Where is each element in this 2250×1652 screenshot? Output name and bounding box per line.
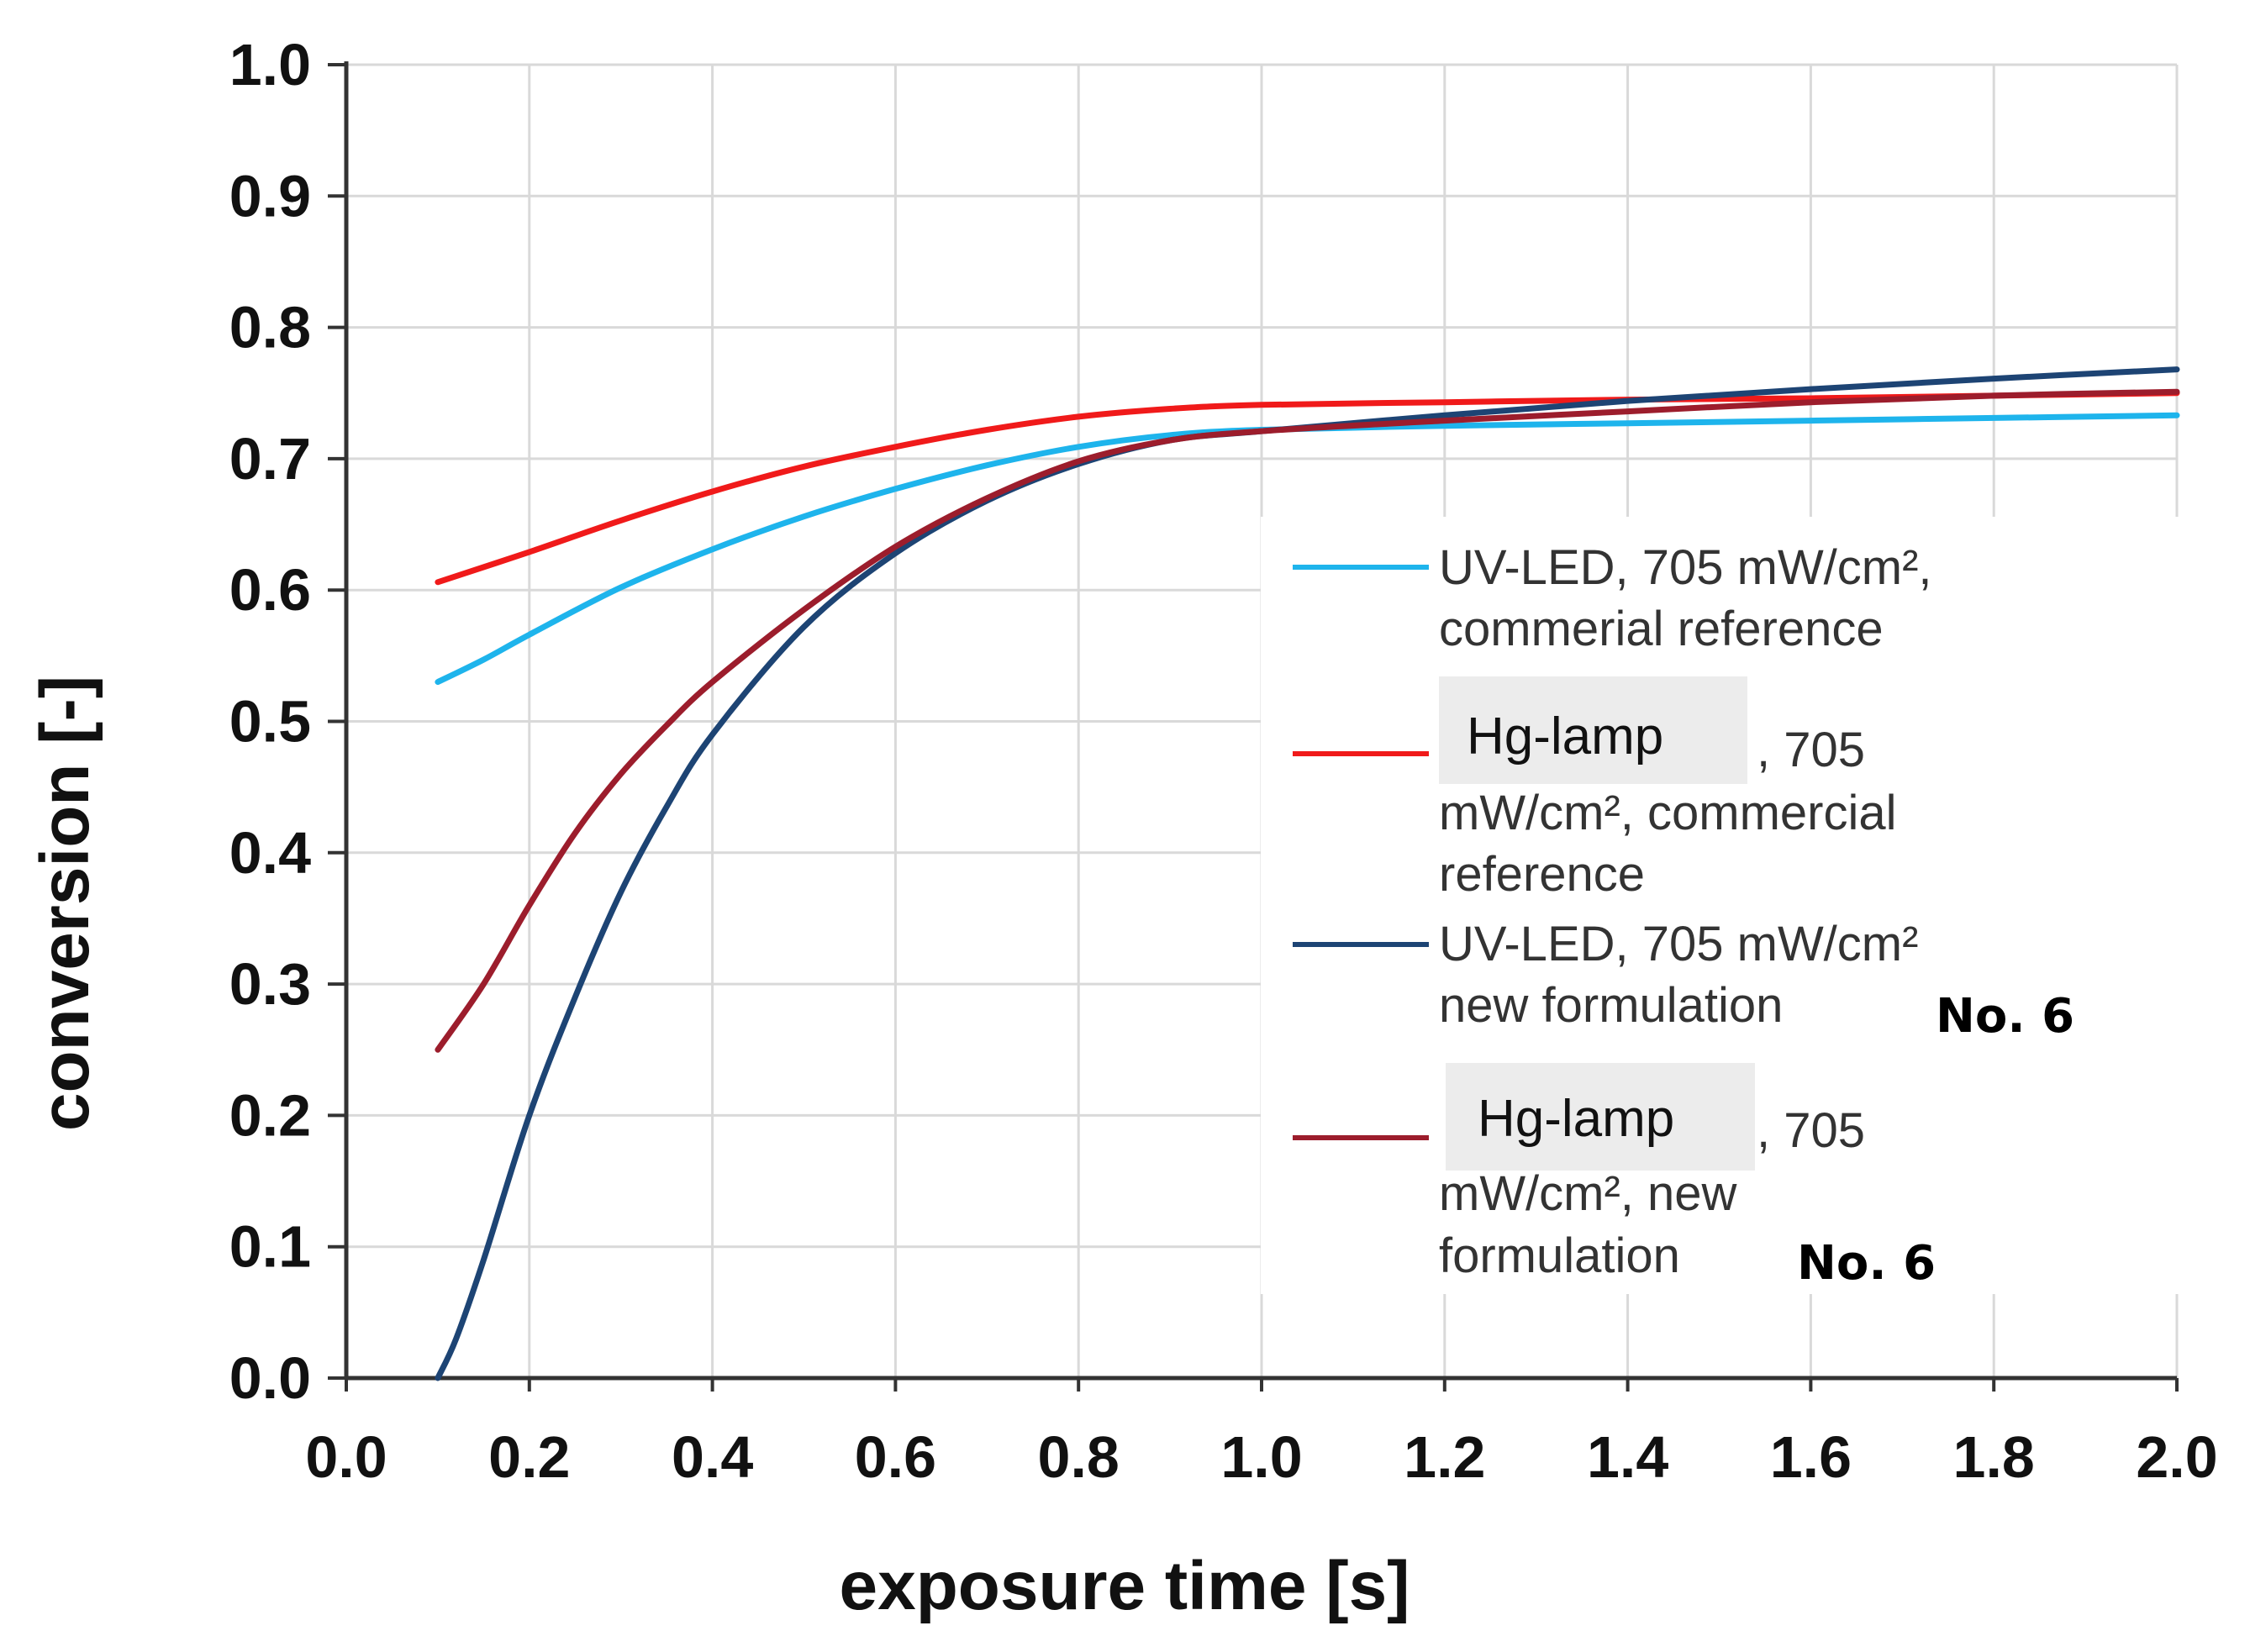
legend-label-uvled-commercial-line2: commerial reference — [1439, 602, 1884, 656]
x-tick-label: 0.4 — [672, 1424, 753, 1490]
series-hg-commercial — [435, 390, 2180, 586]
legend-label-hg-new-line2: mW/cm², new — [1439, 1166, 1738, 1221]
y-tick-label: 0.2 — [229, 1082, 311, 1148]
x-axis-title: exposure time [s] — [840, 1548, 1410, 1624]
legend-label-hg-commercial-line3: reference — [1439, 847, 1645, 902]
legend-label-hg-new-bold: No. 6 — [1797, 1236, 1936, 1291]
y-tick-label: 0.7 — [229, 426, 311, 492]
series-hg-new — [435, 388, 2180, 1053]
legend-label-uvled-new-bold: No. 6 — [1936, 989, 2074, 1044]
legend-label-hg-new-line1: , 705 — [1757, 1103, 1865, 1158]
legend-patch-hg-commercial — [1439, 676, 1747, 784]
series-lines — [435, 366, 2180, 1381]
y-tick-label: 0.6 — [229, 557, 311, 623]
y-tick-label: 0.3 — [229, 951, 311, 1017]
x-tick-label: 1.2 — [1404, 1424, 1485, 1490]
y-axis-title: conversion [-] — [27, 676, 103, 1131]
x-tick-label: 0.0 — [305, 1424, 387, 1490]
x-tick-label: 0.2 — [488, 1424, 570, 1490]
x-tick-label: 0.8 — [1038, 1424, 1120, 1490]
legend: UV-LED, 705 mW/cm², commerial reference … — [1261, 517, 2202, 1294]
legend-patch-hg-new — [1446, 1063, 1755, 1171]
y-tick-label: 0.8 — [229, 295, 311, 360]
y-tick-label: 0.1 — [229, 1214, 311, 1280]
axes — [328, 61, 2179, 1392]
x-tick-label: 2.0 — [2136, 1424, 2217, 1490]
x-tick-label: 1.6 — [1770, 1424, 1852, 1490]
legend-label-uvled-new-line1: UV-LED, 705 mW/cm² — [1439, 917, 1918, 971]
x-tick-label: 1.8 — [1953, 1424, 2035, 1490]
legend-label-hg-new-line3: formulation — [1439, 1228, 1680, 1283]
y-tick-label: 0.4 — [229, 820, 311, 886]
x-tick-label: 1.0 — [1220, 1424, 1302, 1490]
y-tick-label: 0.9 — [229, 163, 311, 229]
x-tick-label: 1.4 — [1587, 1424, 1668, 1490]
series-uvled-new — [435, 366, 2180, 1381]
x-tick-label: 0.6 — [855, 1424, 936, 1490]
y-tick-label: 1.0 — [229, 32, 311, 97]
legend-patch-label-hg-new: Hg-lamp — [1478, 1090, 1674, 1148]
y-tick-label: 0.0 — [229, 1345, 311, 1411]
legend-label-hg-commercial-line2: mW/cm², commercial — [1439, 786, 1897, 840]
legend-label-uvled-new-line2: new formulation — [1439, 978, 1783, 1033]
legend-label-uvled-commercial-line1: UV-LED, 705 mW/cm², — [1439, 540, 1932, 595]
legend-patch-label-hg-commercial: Hg-lamp — [1467, 708, 1663, 765]
tick-labels: 0.0 0.2 0.4 0.6 0.8 1.0 1.2 1.4 1.6 1.8 2.0 0.0 0.1 0… — [229, 32, 2218, 1490]
series-uvled-commercial — [435, 412, 2180, 686]
y-tick-label: 0.5 — [229, 689, 311, 755]
legend-label-hg-commercial-line1: , 705 — [1757, 723, 1865, 777]
